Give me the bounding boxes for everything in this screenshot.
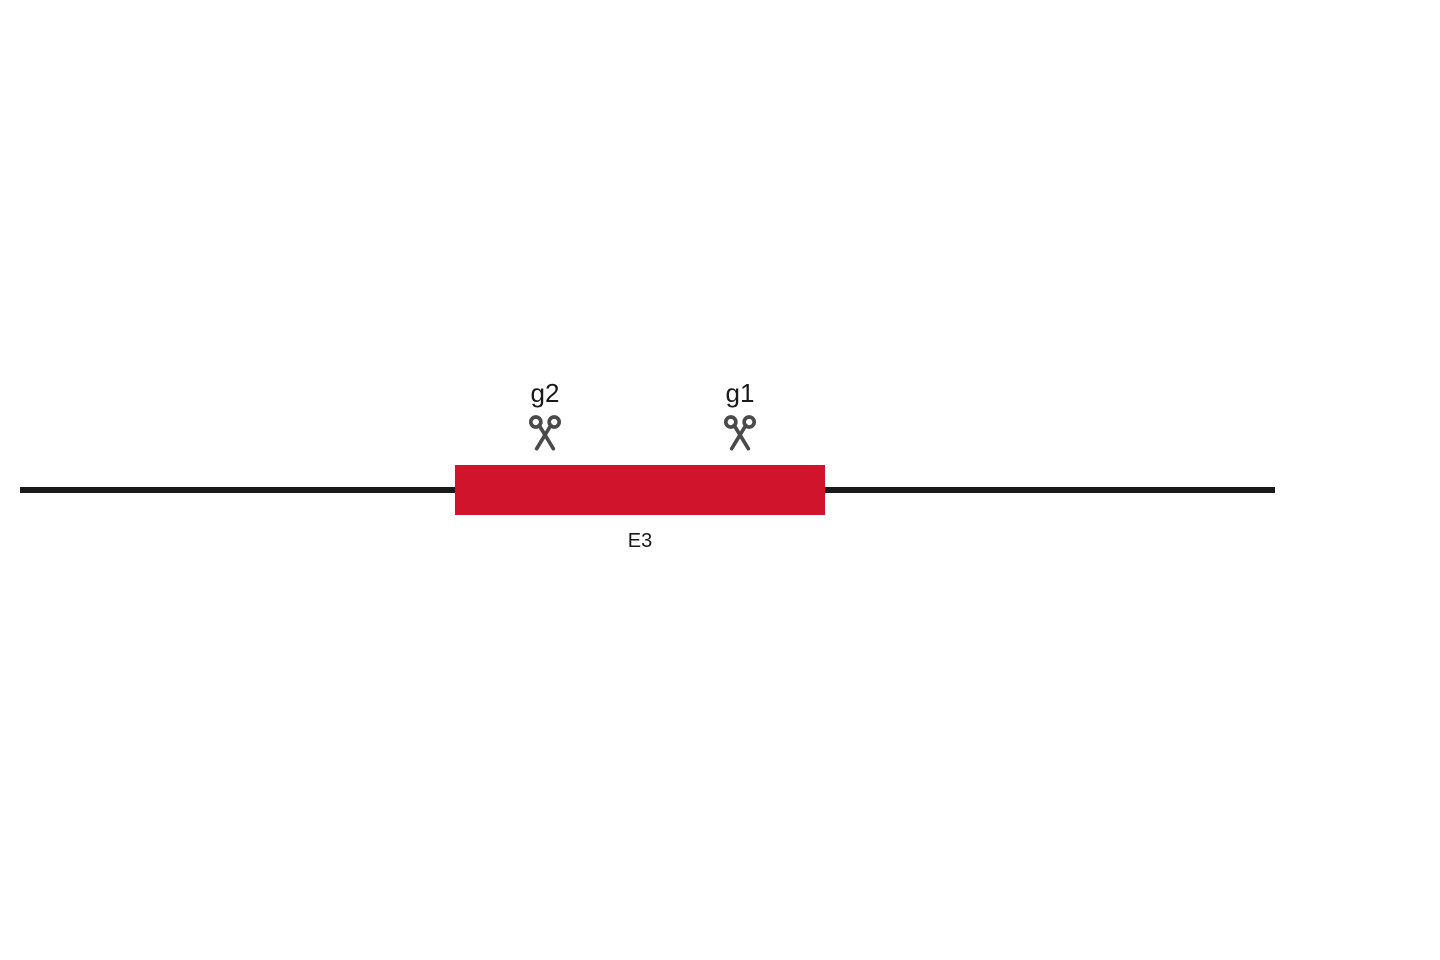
genome-line-right	[825, 487, 1275, 493]
guide-label-g1: g1	[726, 378, 755, 409]
gene-diagram: E3 g2 g1	[0, 0, 1440, 960]
genome-line-left	[20, 487, 455, 493]
exon-label: E3	[628, 530, 652, 553]
scissors-icon	[720, 412, 760, 457]
scissors-icon	[525, 412, 565, 457]
exon-box	[455, 465, 825, 515]
guide-label-g2: g2	[531, 378, 560, 409]
